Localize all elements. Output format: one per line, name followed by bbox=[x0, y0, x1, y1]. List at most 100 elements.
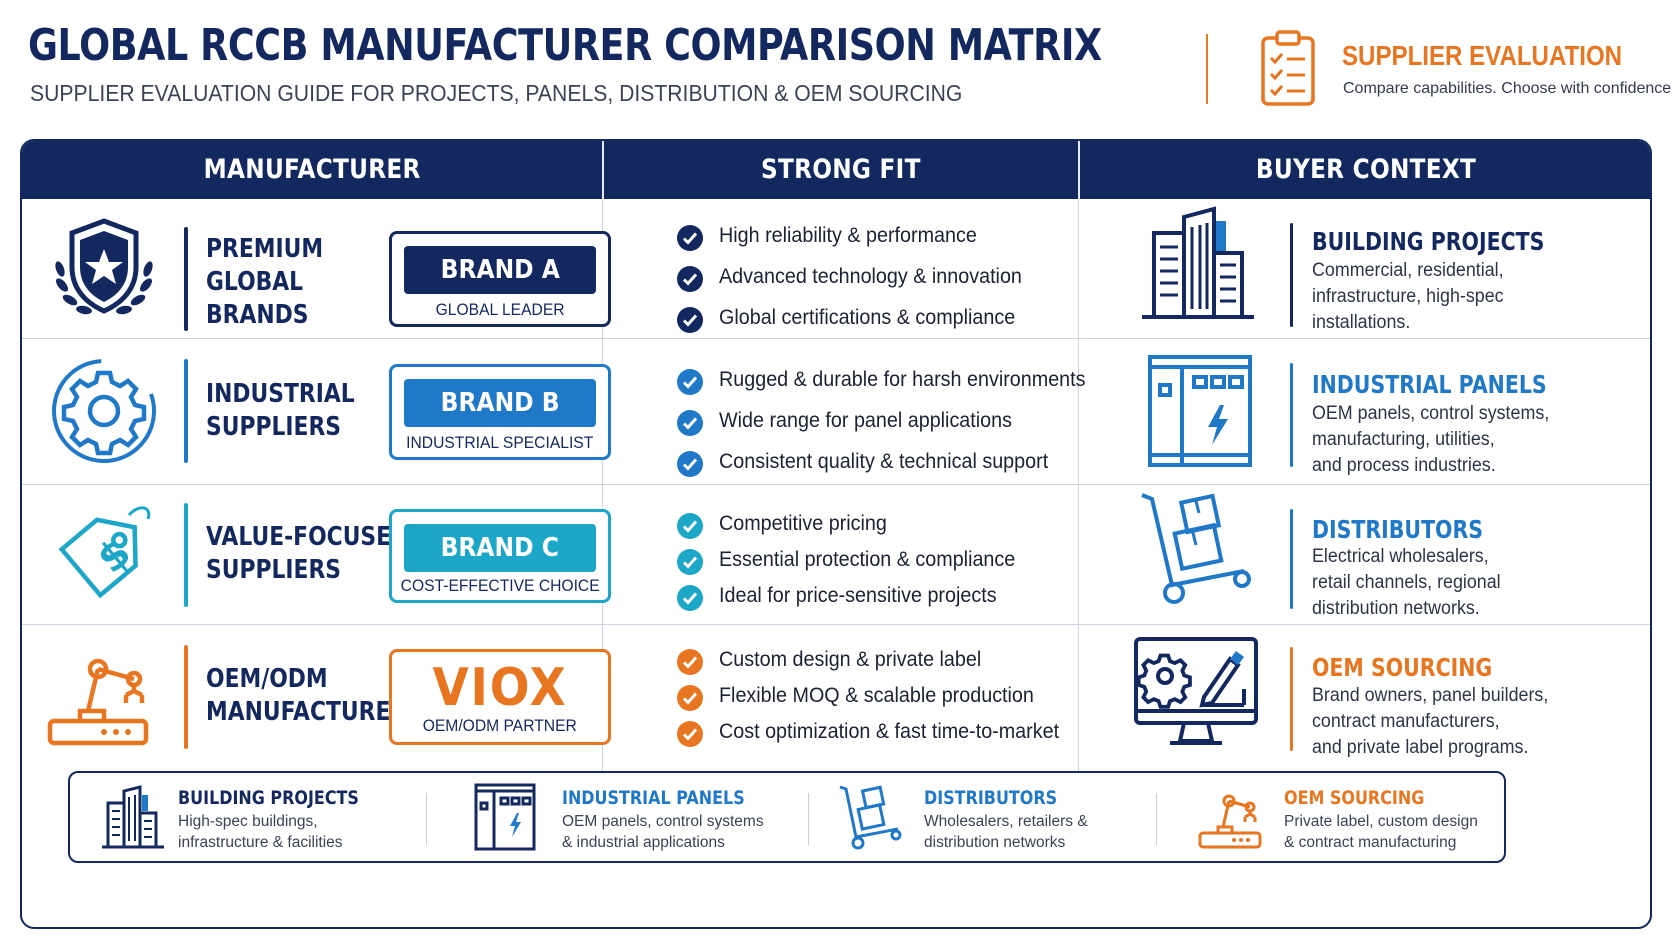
column-divider bbox=[1078, 199, 1079, 781]
check-circle-icon bbox=[677, 307, 703, 333]
strip-item-industrial-panels: INDUSTRIAL PANELS OEM panels, control sy… bbox=[470, 773, 800, 861]
strip-item-title: OEM SOURCING bbox=[1284, 787, 1425, 809]
brand-tag: INDUSTRIAL SPECIALIST bbox=[406, 433, 594, 452]
manufacturer-category-label: INDUSTRIAL SUPPLIERS bbox=[206, 379, 355, 442]
strip-item-text: Wholesalers, retailers & distribution net… bbox=[924, 813, 1088, 851]
monitor-gear-design-icon bbox=[1134, 637, 1258, 745]
strip-item-title: INDUSTRIAL PANELS bbox=[562, 787, 745, 809]
table-row-industrial: INDUSTRIAL SUPPLIERS BRAND B INDUSTRIAL S… bbox=[22, 339, 1650, 484]
check-circle-icon bbox=[677, 266, 703, 292]
table-row-value: $ VALUE-FOCUSED SUPPLIERS BRAND C COST-EF… bbox=[22, 485, 1650, 624]
hand-truck-boxes-icon bbox=[839, 785, 902, 850]
comparison-table: MANUFACTURER STRONG FIT BUYER CONTEXT bbox=[20, 139, 1652, 929]
list-item: Competitive pricing bbox=[677, 509, 1107, 545]
strong-fit-list: Competitive pricing Essential protection… bbox=[677, 509, 1107, 617]
strip-item-title: DISTRIBUTORS bbox=[924, 787, 1058, 809]
brand-name: BRAND B bbox=[404, 379, 596, 427]
buyer-segment-strip: BUILDING PROJECTS High-spec buildings, in… bbox=[68, 771, 1506, 863]
list-item: Custom design & private label bbox=[677, 645, 1107, 681]
strip-item-distributors: DISTRIBUTORS Wholesalers, retailers & dis… bbox=[836, 773, 1166, 861]
check-circle-icon bbox=[677, 549, 703, 575]
robot-arm-icon bbox=[1198, 794, 1262, 849]
strip-divider bbox=[426, 793, 427, 845]
brand-card: BRAND C COST-EFFECTIVE CHOICE bbox=[389, 509, 611, 603]
context-title: OEM SOURCING bbox=[1312, 653, 1493, 682]
context-title: BUILDING PROJECTS bbox=[1312, 227, 1545, 256]
context-description: Commercial, residential, infrastructure, … bbox=[1312, 260, 1504, 333]
category-accent-bar bbox=[184, 503, 188, 607]
electrical-panel-icon bbox=[1148, 355, 1252, 467]
brand-name: VIOX bbox=[432, 658, 568, 718]
list-item: Essential protection & compliance bbox=[677, 545, 1107, 581]
check-circle-icon bbox=[677, 410, 703, 436]
brand-name: BRAND A bbox=[404, 246, 596, 294]
check-circle-icon bbox=[677, 225, 703, 251]
column-divider bbox=[602, 199, 603, 781]
context-accent-bar bbox=[1290, 647, 1293, 751]
column-header-buyer-context: BUYER CONTEXT bbox=[1255, 154, 1477, 185]
list-item: Flexible MOQ & scalable production bbox=[677, 681, 1107, 717]
header-separator bbox=[1078, 141, 1080, 199]
category-accent-bar bbox=[184, 645, 188, 749]
header-divider bbox=[1206, 34, 1208, 104]
check-circle-icon bbox=[677, 721, 703, 747]
row-divider bbox=[22, 484, 1650, 485]
clipboard-checklist-icon bbox=[1261, 30, 1315, 106]
strip-item-oem-sourcing: OEM SOURCING Private label, custom desig… bbox=[1196, 773, 1496, 861]
list-item: Wide range for panel applications bbox=[677, 406, 1107, 447]
list-item: Global certifications & compliance bbox=[677, 303, 1107, 344]
robot-arm-icon bbox=[47, 658, 149, 746]
strip-divider bbox=[1156, 793, 1157, 845]
strip-item-text: OEM panels, control systems & industrial … bbox=[562, 813, 764, 851]
hand-truck-boxes-icon bbox=[1141, 493, 1251, 604]
manufacturer-category-label: PREMIUM GLOBAL BRANDS bbox=[206, 234, 324, 330]
check-circle-icon bbox=[677, 513, 703, 539]
context-accent-bar bbox=[1290, 223, 1293, 327]
category-accent-bar bbox=[184, 227, 188, 331]
column-header-strong-fit: STRONG FIT bbox=[761, 154, 921, 185]
strip-item-title: BUILDING PROJECTS bbox=[178, 787, 359, 809]
gear-icon bbox=[52, 359, 156, 463]
brand-tag: GLOBAL LEADER bbox=[435, 300, 565, 319]
brand-card: VIOX OEM/ODM PARTNER bbox=[389, 649, 611, 745]
brand-card: BRAND A GLOBAL LEADER bbox=[389, 231, 611, 327]
category-accent-bar bbox=[184, 359, 188, 463]
badge-title: SUPPLIER EVALUATION bbox=[1342, 40, 1623, 71]
context-accent-bar bbox=[1290, 509, 1293, 609]
strip-item-building-projects: BUILDING PROJECTS High-spec buildings, in… bbox=[94, 773, 424, 861]
table-row-oem: OEM/ODM MANUFACTURERS VIOX OEM/ODM PARTNE… bbox=[22, 625, 1650, 781]
badge-subtitle: Compare capabilities. Choose with confid… bbox=[1343, 80, 1672, 97]
list-item: Rugged & durable for harsh environments bbox=[677, 365, 1107, 406]
list-item: Cost optimization & fast time-to-market bbox=[677, 717, 1107, 753]
context-description: Brand owners, panel builders, contract ma… bbox=[1312, 685, 1549, 758]
strip-item-text: Private label, custom design & contract m… bbox=[1284, 813, 1478, 851]
row-divider bbox=[22, 338, 1650, 339]
strong-fit-list: Custom design & private label Flexible M… bbox=[677, 645, 1107, 753]
column-header-manufacturer: MANUFACTURER bbox=[203, 154, 421, 185]
svg-text:$: $ bbox=[89, 530, 140, 583]
brand-name: BRAND C bbox=[404, 524, 596, 572]
context-accent-bar bbox=[1290, 363, 1293, 467]
buildings-icon bbox=[102, 785, 164, 849]
table-row-premium: PREMIUM GLOBAL BRANDS BRAND A GLOBAL LEADE… bbox=[22, 199, 1650, 338]
check-circle-icon bbox=[677, 451, 703, 477]
context-title: INDUSTRIAL PANELS bbox=[1312, 370, 1547, 399]
list-item: Ideal for price-sensitive projects bbox=[677, 581, 1107, 617]
manufacturer-category-label: OEM/ODM MANUFACTURERS bbox=[206, 664, 423, 727]
strong-fit-list: Rugged & durable for harsh environments … bbox=[677, 365, 1107, 488]
price-tag-dollar-icon: $ bbox=[58, 506, 151, 599]
brand-card: BRAND B INDUSTRIAL SPECIALIST bbox=[389, 364, 611, 460]
page-subtitle: SUPPLIER EVALUATION GUIDE FOR PROJECTS, … bbox=[30, 80, 963, 106]
shield-star-laurel-icon bbox=[55, 218, 153, 315]
context-title: DISTRIBUTORS bbox=[1312, 515, 1484, 544]
strip-divider bbox=[808, 793, 809, 845]
strip-item-text: High-spec buildings, infrastructure & fac… bbox=[178, 813, 343, 851]
manufacturer-category-label: VALUE-FOCUSED SUPPLIERS bbox=[206, 522, 410, 585]
electrical-panel-icon bbox=[474, 783, 536, 851]
context-description: Electrical wholesalers, retail channels, … bbox=[1312, 546, 1501, 619]
check-circle-icon bbox=[677, 649, 703, 675]
check-circle-icon bbox=[677, 585, 703, 611]
brand-tag: COST-EFFECTIVE CHOICE bbox=[400, 576, 600, 595]
check-circle-icon bbox=[677, 685, 703, 711]
strong-fit-list: High reliability & performance Advanced … bbox=[677, 221, 1107, 344]
